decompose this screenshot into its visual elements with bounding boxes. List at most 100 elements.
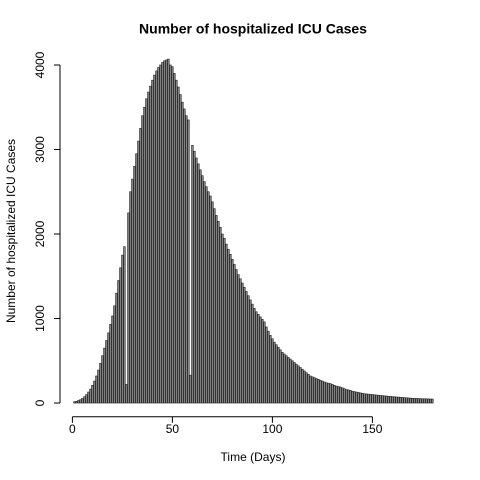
bar [107, 332, 110, 404]
bar [427, 398, 430, 404]
bar [79, 399, 82, 404]
bar [267, 330, 270, 404]
bar [225, 243, 228, 404]
bar [117, 280, 120, 404]
bar [139, 128, 142, 404]
bar [125, 384, 128, 404]
bar [109, 324, 112, 404]
bar [85, 394, 88, 404]
bar [115, 292, 118, 404]
bar [343, 388, 346, 404]
bar [283, 353, 286, 404]
bar [353, 391, 356, 404]
bar [299, 367, 302, 404]
bar [231, 259, 234, 404]
bar [195, 157, 198, 404]
bar [327, 382, 330, 404]
bar [113, 305, 116, 404]
bar [253, 308, 256, 404]
bar [235, 269, 238, 404]
y-tick-label: 0 [33, 399, 47, 406]
bar [391, 396, 394, 404]
bar [269, 335, 272, 404]
bar [345, 389, 348, 404]
bar [143, 106, 146, 404]
bar [335, 385, 338, 404]
x-tick-label: 100 [262, 422, 282, 436]
bar [189, 374, 192, 404]
bar [219, 226, 222, 404]
bar [275, 344, 278, 404]
bar [217, 221, 220, 404]
bar [205, 186, 208, 404]
bar [421, 398, 424, 404]
bar [257, 313, 260, 404]
bar [429, 398, 432, 404]
bar [417, 398, 420, 404]
bar [167, 58, 170, 404]
bar [313, 377, 316, 404]
bar [379, 395, 382, 404]
bar [211, 201, 214, 404]
bar [281, 352, 284, 404]
bar [287, 357, 290, 404]
bar [185, 115, 188, 404]
bar [169, 64, 172, 404]
bar [373, 394, 376, 404]
bar [137, 140, 140, 404]
bar [341, 387, 344, 404]
bar [265, 326, 268, 404]
bar [407, 397, 410, 404]
bar [401, 397, 404, 404]
bar [357, 392, 360, 404]
bar [409, 397, 412, 404]
bar [197, 163, 200, 404]
bar [277, 346, 280, 404]
bar [339, 386, 342, 404]
bar [191, 144, 194, 404]
bar [89, 388, 92, 404]
bar [251, 303, 254, 404]
bar [305, 372, 308, 404]
bar [331, 384, 334, 404]
bar [127, 212, 130, 404]
bar [203, 181, 206, 404]
bar [297, 365, 300, 404]
bar [347, 389, 350, 404]
bar [369, 394, 372, 404]
bar [147, 91, 150, 404]
bar [173, 73, 176, 404]
bar [387, 395, 390, 404]
bar [333, 384, 336, 404]
bar [383, 395, 386, 404]
bar [157, 67, 160, 404]
x-tick-label: 0 [69, 422, 76, 436]
bar [105, 340, 108, 404]
y-tick-label: 2000 [33, 220, 47, 247]
bar [397, 396, 400, 404]
bar [129, 191, 132, 404]
bar [349, 390, 352, 404]
bar [181, 101, 184, 404]
bar [319, 379, 322, 404]
bar [141, 115, 144, 404]
bar [247, 295, 250, 404]
bar [161, 62, 164, 404]
bar [307, 373, 310, 404]
bar [151, 79, 154, 404]
bar [149, 85, 152, 404]
bar [423, 398, 426, 404]
bar [153, 74, 156, 404]
bar [395, 396, 398, 404]
bar [263, 321, 266, 404]
bar [303, 370, 306, 404]
bar [367, 393, 370, 404]
bar [399, 396, 402, 404]
bar [295, 363, 298, 404]
bar [179, 94, 182, 404]
bar [255, 311, 258, 404]
bar [237, 274, 240, 404]
bar [245, 291, 248, 404]
bar [351, 390, 354, 404]
